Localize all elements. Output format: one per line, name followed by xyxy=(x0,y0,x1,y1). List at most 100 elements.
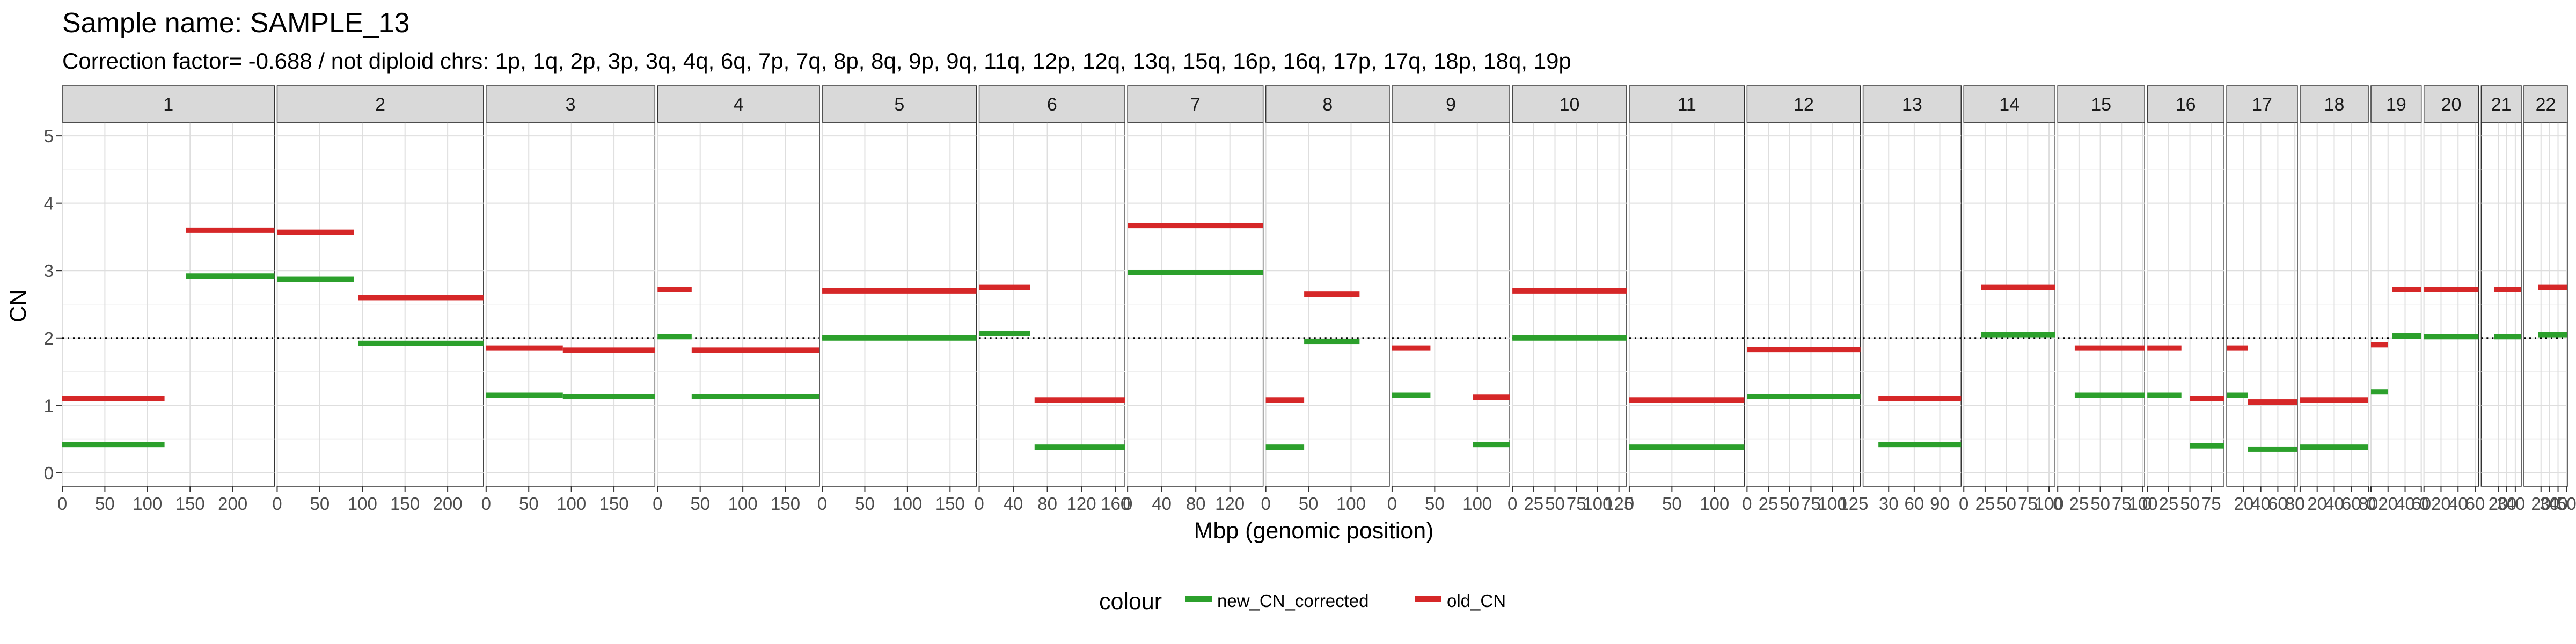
new-cn-segment xyxy=(2392,333,2421,339)
y-tick-label: 1 xyxy=(44,396,54,415)
strip-label: 22 xyxy=(2536,94,2556,115)
x-tick-label: 40 xyxy=(2251,494,2271,514)
x-tick-label: 150 xyxy=(175,494,205,514)
x-tick-label: 0 xyxy=(1387,494,1397,514)
old-cn-segment xyxy=(1878,396,1962,401)
strip-background xyxy=(1392,85,1510,123)
old-cn-segment xyxy=(2248,399,2297,405)
x-tick-label: 25 xyxy=(1975,494,1995,514)
old-cn-segment xyxy=(1265,397,1305,403)
strip-background xyxy=(1512,85,1627,123)
x-tick-label: 0 xyxy=(2295,494,2305,514)
x-tick-label: 150 xyxy=(771,494,800,514)
facet-chr-2: 0 50 100 150 200 2 xyxy=(272,85,484,514)
x-tick-label: 0 xyxy=(57,494,67,514)
strip-background xyxy=(62,85,275,123)
new-cn-segment xyxy=(1265,444,1305,450)
strip-background xyxy=(2370,85,2422,123)
old-cn-segment xyxy=(1473,394,1510,400)
strip-label: 16 xyxy=(2176,94,2196,115)
x-tick-label: 30 xyxy=(2540,494,2559,514)
strip-label: 7 xyxy=(1190,94,1201,115)
strip-label: 13 xyxy=(1902,94,1922,115)
x-tick-label: 0 xyxy=(2366,494,2376,514)
new-cn-segment xyxy=(2074,392,2145,398)
facet-chr-16: 0 25 50 75 16 xyxy=(2142,85,2224,514)
strip-background xyxy=(822,85,977,123)
old-cn-segment xyxy=(979,284,1030,290)
x-tick-label: 100 xyxy=(2035,494,2064,514)
new-cn-segment xyxy=(277,276,354,282)
x-tick-label: 50 xyxy=(1299,494,1319,514)
old-cn-segment xyxy=(1512,288,1627,294)
x-tick-label: 0 xyxy=(1742,494,1752,514)
strip-background xyxy=(657,85,820,123)
old-cn-segment xyxy=(186,227,275,233)
x-tick-label: 50 xyxy=(1545,494,1565,514)
legend-title: colour xyxy=(1099,589,1162,614)
x-tick-label: 20 xyxy=(2378,494,2398,514)
new-cn-segment xyxy=(2248,446,2297,452)
x-tick-label: 160 xyxy=(1101,494,1130,514)
strip-background xyxy=(2300,85,2369,123)
new-cn-segment xyxy=(186,273,275,279)
x-tick-label: 0 xyxy=(1261,494,1270,514)
old-cn-segment xyxy=(1304,291,1360,297)
new-cn-segment xyxy=(2147,392,2182,398)
old-cn-segment xyxy=(1629,397,1745,403)
strip-background xyxy=(2480,85,2522,123)
new-cn-segment xyxy=(562,394,655,400)
old-cn-segment xyxy=(2494,287,2521,292)
x-tick-label: 0 xyxy=(974,494,984,514)
x-tick-label: 75 xyxy=(1567,494,1586,514)
old-cn-segment xyxy=(2147,345,2182,351)
old-cn-segment xyxy=(2227,345,2248,351)
x-tick-label: 25 xyxy=(2159,494,2179,514)
x-tick-label: 60 xyxy=(1905,494,1924,514)
new-cn-segment xyxy=(1392,392,1431,398)
strip-label: 5 xyxy=(894,94,904,115)
x-tick-label: 0 xyxy=(272,494,282,514)
strip-background xyxy=(486,85,656,123)
strip-background xyxy=(1265,85,1390,123)
facet-chr-9: 0 50 100 9 xyxy=(1387,85,1510,514)
strip-label: 14 xyxy=(1999,94,2019,115)
old-cn-segment xyxy=(2424,287,2479,292)
x-tick-label: 125 xyxy=(1839,494,1868,514)
x-tick-label: 0 xyxy=(1507,494,1517,514)
new-cn-segment xyxy=(1473,442,1510,448)
x-tick-label: 75 xyxy=(2201,494,2221,514)
x-tick-label: 50 xyxy=(95,494,115,514)
x-tick-label: 60 xyxy=(2268,494,2288,514)
strip-label: 15 xyxy=(2091,94,2111,115)
x-tick-label: 20 xyxy=(2531,494,2551,514)
facet-chr-8: 0 50 100 8 xyxy=(1261,85,1390,514)
strip-label: 20 xyxy=(2441,94,2462,115)
x-tick-label: 0 xyxy=(2142,494,2152,514)
x-tick-label: 40 xyxy=(1152,494,1172,514)
x-tick-label: 20 xyxy=(2489,494,2508,514)
strip-background xyxy=(276,85,484,123)
x-tick-label: 30 xyxy=(1879,494,1899,514)
y-tick-label: 3 xyxy=(44,261,54,281)
x-tick-label: 50 xyxy=(310,494,330,514)
strip-background xyxy=(2057,85,2145,123)
x-tick-label: 100 xyxy=(133,494,162,514)
new-cn-segment xyxy=(486,392,563,398)
x-tick-label: 100 xyxy=(557,494,586,514)
x-tick-label: 75 xyxy=(2018,494,2038,514)
strip-background xyxy=(978,85,1125,123)
new-cn-segment xyxy=(2227,392,2248,398)
x-tick-label: 20 xyxy=(2307,494,2327,514)
x-tick-label: 50 xyxy=(2557,494,2576,514)
strip-background xyxy=(1127,85,1264,123)
strip-label: 9 xyxy=(1446,94,1456,115)
new-cn-segment xyxy=(2190,443,2224,449)
